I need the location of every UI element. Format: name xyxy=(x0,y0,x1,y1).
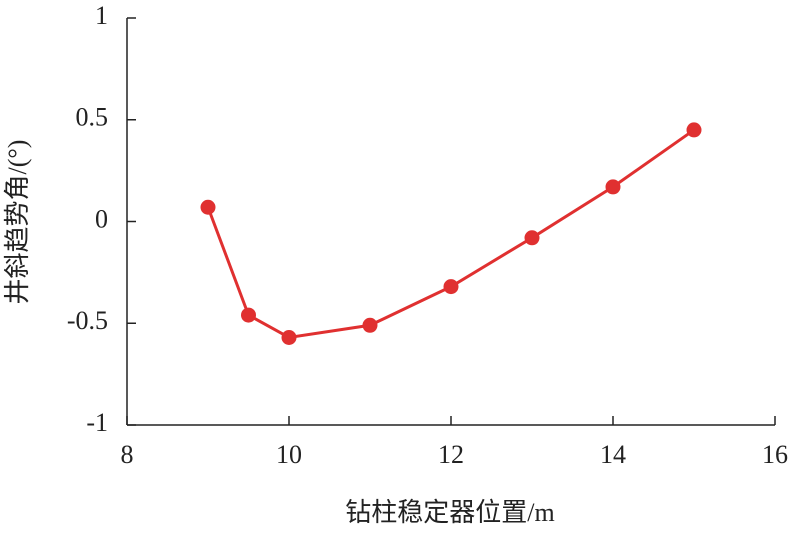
point xyxy=(686,122,702,138)
point xyxy=(362,317,378,333)
x-tick-label: 8 xyxy=(121,440,134,469)
y-tick-label: 1 xyxy=(95,1,108,30)
point xyxy=(524,230,540,246)
point xyxy=(605,179,621,195)
y-tick-label: -0.5 xyxy=(67,306,108,335)
y-tick-label: 0 xyxy=(95,204,108,233)
x-axis-label: 钻柱稳定器位置/m xyxy=(345,498,554,527)
point xyxy=(443,279,459,295)
y-tick-label: 0.5 xyxy=(76,103,109,132)
point xyxy=(241,307,256,323)
point xyxy=(200,199,216,215)
x-tick-label: 10 xyxy=(276,440,302,469)
y-axis-label: 井斜趋势角/(°) xyxy=(3,140,32,305)
x-tick-label: 16 xyxy=(762,440,788,469)
point xyxy=(281,329,297,345)
x-tick-label: 14 xyxy=(600,440,626,469)
y-tick-label: -1 xyxy=(86,408,108,437)
x-tick-label: 12 xyxy=(438,440,464,469)
line xyxy=(206,128,695,340)
